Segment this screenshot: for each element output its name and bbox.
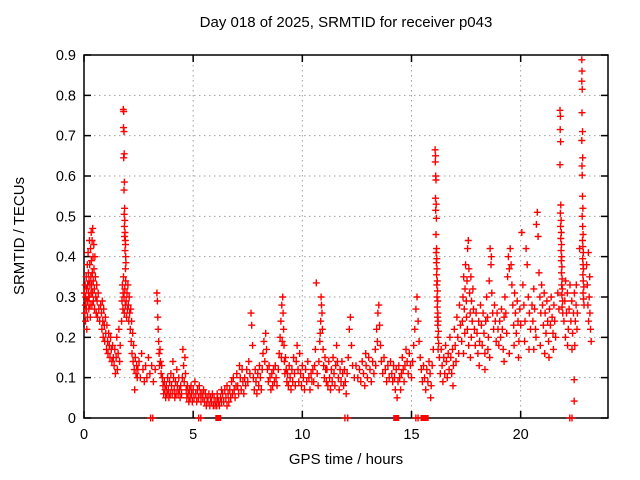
axis-ticks <box>83 54 608 419</box>
x-tick-label: 20 <box>513 427 529 443</box>
y-tick-label: 0.4 <box>56 250 76 266</box>
y-tick-label: 0 <box>68 411 76 427</box>
x-tick-label: 10 <box>294 427 310 443</box>
y-tick-label: 0.9 <box>56 48 76 64</box>
x-tick-label: 5 <box>189 427 197 443</box>
y-tick-label: 0.6 <box>56 169 76 185</box>
y-tick-label: 0.3 <box>56 290 76 306</box>
x-tick-label: 0 <box>80 427 88 443</box>
plot-border <box>83 54 609 419</box>
y-tick-label: 0.7 <box>56 129 76 145</box>
x-tick-label: 15 <box>403 427 419 443</box>
chart-title: Day 018 of 2025, SRMTID for receiver p04… <box>199 14 493 31</box>
scatter-points <box>80 56 595 410</box>
x-axis-label: GPS time / hours <box>288 451 404 468</box>
zero-line-markers <box>147 414 576 422</box>
y-tick-label: 0.5 <box>56 209 76 225</box>
flag-square-marker <box>422 415 429 421</box>
flag-square-marker <box>393 415 400 421</box>
y-tick-label: 0.2 <box>56 330 76 346</box>
y-tick-label: 0.8 <box>56 88 76 104</box>
flag-square-marker <box>215 415 222 421</box>
grid-lines <box>84 55 608 418</box>
y-tick-label: 0.1 <box>56 371 76 387</box>
